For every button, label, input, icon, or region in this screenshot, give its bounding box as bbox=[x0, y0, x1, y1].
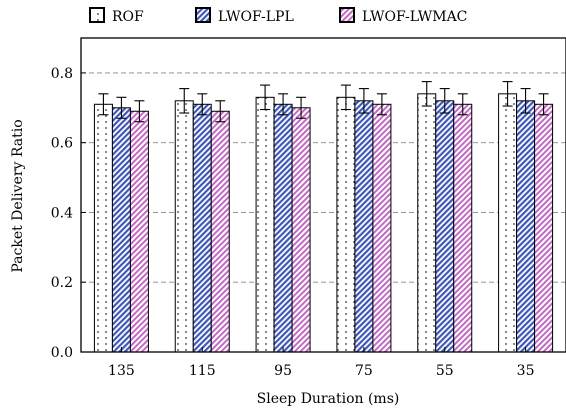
x-axis-label: Sleep Duration (ms) bbox=[257, 391, 400, 407]
x-tick-label: 75 bbox=[355, 363, 373, 379]
bar-lwof-lwmac-75 bbox=[372, 103, 392, 353]
x-axis: 135 115 95 75 55 35 bbox=[108, 347, 534, 379]
y-axis-label: Packet Delivery Ratio bbox=[10, 119, 26, 272]
x-tick-label: 35 bbox=[517, 363, 535, 379]
x-tick-label: 115 bbox=[189, 363, 216, 379]
y-tick-label: 0.0 bbox=[51, 345, 73, 361]
bar-rof-35 bbox=[498, 93, 518, 353]
bars bbox=[93, 93, 554, 353]
legend-swatch-lwof-lpl bbox=[195, 7, 211, 23]
legend-label-lwof-lpl: LWOF-LPL bbox=[218, 9, 294, 25]
bar-rof-75 bbox=[336, 96, 356, 353]
y-tick-label: 0.4 bbox=[51, 205, 73, 221]
error-bars bbox=[98, 81, 549, 123]
bar-lwof-lwmac-135 bbox=[129, 110, 149, 353]
y-tick-label: 0.8 bbox=[51, 66, 73, 82]
bar-lwof-lwmac-55 bbox=[453, 103, 473, 353]
grid-lines bbox=[81, 72, 566, 283]
bar-rof-115 bbox=[174, 100, 194, 353]
x-tick-label: 55 bbox=[436, 363, 454, 379]
bar-lwof-lpl-115 bbox=[192, 103, 212, 353]
bar-lwof-lwmac-115 bbox=[210, 110, 230, 353]
legend-label-lwof-lwmac: LWOF-LWMAC bbox=[362, 9, 467, 25]
bar-rof-95 bbox=[255, 96, 275, 353]
x-tick-label: 135 bbox=[108, 363, 135, 379]
bar-rof-55 bbox=[417, 93, 437, 353]
y-tick-label: 0.2 bbox=[51, 275, 73, 291]
y-tick-label: 0.6 bbox=[51, 136, 73, 152]
bar-lwof-lwmac-95 bbox=[291, 107, 311, 353]
bar-rof-135 bbox=[93, 103, 113, 353]
y-axis: 0.0 0.2 0.4 0.6 0.8 bbox=[51, 66, 86, 361]
bar-lwof-lpl-95 bbox=[273, 103, 293, 353]
legend-label-rof: ROF bbox=[112, 9, 144, 25]
bar-lwof-lpl-75 bbox=[354, 100, 374, 353]
bar-lwof-lpl-55 bbox=[435, 100, 455, 353]
bar-lwof-lwmac-35 bbox=[534, 103, 554, 353]
x-tick-label: 95 bbox=[274, 363, 292, 379]
bar-lwof-lpl-135 bbox=[111, 107, 131, 353]
bar-lwof-lpl-35 bbox=[516, 100, 536, 353]
legend-swatch-lwof-lwmac bbox=[339, 7, 355, 23]
legend-swatch-rof bbox=[89, 7, 105, 23]
legend: ROF LWOF-LPL LWOF-LWMAC bbox=[89, 7, 467, 25]
plot-frame bbox=[80, 37, 566, 353]
